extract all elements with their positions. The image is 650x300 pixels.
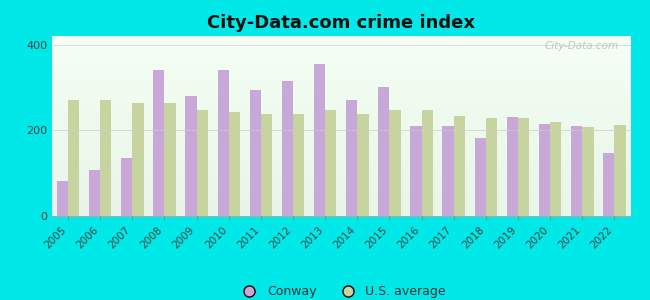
Bar [518,118,529,216]
Bar [121,158,133,216]
Bar [507,117,518,216]
Bar [325,110,337,216]
Bar [218,70,229,216]
Bar [539,124,550,216]
Bar [261,114,272,216]
Bar [358,114,369,216]
Legend: Conway, U.S. average: Conway, U.S. average [232,280,450,300]
Bar [346,100,358,216]
Title: City-Data.com crime index: City-Data.com crime index [207,14,475,32]
Bar [486,118,497,216]
Bar [571,126,582,216]
Bar [293,114,304,216]
Bar [454,116,465,216]
Bar [133,103,144,216]
Bar [164,103,176,216]
Bar [100,100,111,216]
Bar [229,112,240,216]
Bar [410,126,422,216]
Text: City-Data.com: City-Data.com [545,41,619,51]
Bar [250,90,261,216]
Bar [185,96,196,216]
Bar [614,125,626,216]
Bar [68,100,79,216]
Bar [443,126,454,216]
Bar [378,87,389,216]
Bar [422,110,433,216]
Bar [603,153,614,216]
Bar [582,127,593,216]
Bar [474,138,486,216]
Bar [314,64,325,216]
Bar [153,70,164,216]
Bar [89,170,100,216]
Bar [550,122,562,216]
Bar [282,81,293,216]
Bar [57,181,68,216]
Bar [196,110,208,216]
Bar [389,110,400,216]
